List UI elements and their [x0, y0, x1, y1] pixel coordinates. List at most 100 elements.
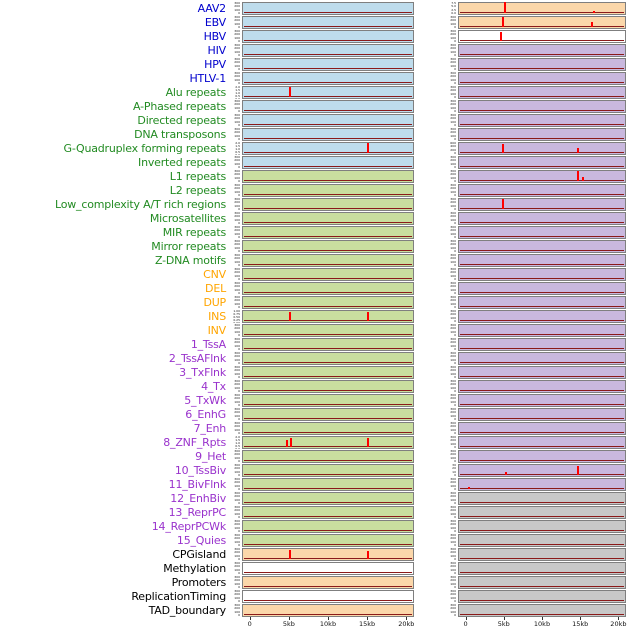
track-row: A-Phased repeats 300 200 100 0 300 200 100 0 — [0, 100, 630, 114]
track-row: CNV 300 200 100 0 300 200 100 0 — [0, 268, 630, 282]
signal-baseline — [244, 558, 412, 559]
y-axis-tick-labels: 300 200 100 0 — [450, 296, 456, 309]
track-row: Z-DNA motifs 300 200 100 0 300 200 100 0 — [0, 254, 630, 268]
signal-spike — [285, 440, 288, 447]
track-panel-right — [458, 436, 626, 449]
track-panel-right — [458, 450, 626, 463]
signal-baseline — [244, 404, 412, 405]
signal-baseline — [244, 138, 412, 139]
track-row: Mirror repeats 300 200 100 0 300 200 100 0 — [0, 240, 630, 254]
signal-spike — [577, 171, 580, 181]
track-panel-left — [242, 86, 414, 99]
track-panel-left — [242, 212, 414, 225]
track-panel-left — [242, 408, 414, 421]
signal-baseline — [244, 362, 412, 363]
signal-baseline — [244, 432, 412, 433]
track-panel-right — [458, 128, 626, 141]
signal-baseline — [244, 320, 412, 321]
track-row: 12_EnhBiv 300 200 100 0 300 200 100 0 — [0, 492, 630, 506]
signal-baseline — [460, 348, 624, 349]
y-axis-tick-labels: 300 200 100 0 — [234, 352, 240, 365]
y-axis-tick-labels: 30 20 10 0 — [452, 464, 456, 477]
x-axis-tick-label: 15kb — [359, 620, 376, 628]
track-panel-right — [458, 16, 626, 29]
track-panel-left — [242, 296, 414, 309]
track-row: Microsatellites 300 200 100 0 300 200 100 0 — [0, 212, 630, 226]
signal-spike — [590, 21, 593, 27]
signal-baseline — [244, 54, 412, 55]
signal-spike — [367, 143, 370, 153]
track-panel-left — [242, 44, 414, 57]
y-axis-tick-labels: 2.0 1.5 1.0 0.5 0.0 — [235, 142, 240, 155]
signal-baseline — [244, 194, 412, 195]
track-panel-right — [458, 310, 626, 323]
x-axis-tick-mark — [542, 617, 543, 620]
signal-baseline — [244, 68, 412, 69]
signal-baseline — [244, 292, 412, 293]
track-label: 7_Enh — [193, 422, 227, 435]
signal-baseline — [460, 236, 624, 237]
signal-baseline — [244, 180, 412, 181]
x-axis-tick-label: 10kb — [319, 620, 337, 628]
y-axis-tick-labels: 300 200 100 0 — [234, 282, 240, 295]
track-label: AAV2 — [197, 2, 227, 15]
y-axis-tick-labels: 300 200 100 0 — [450, 226, 456, 239]
track-label: INS — [208, 310, 226, 323]
signal-spike — [289, 437, 292, 447]
y-axis-tick-labels: 300 200 100 0 — [234, 114, 240, 127]
track-panel-right — [458, 282, 626, 295]
y-axis-tick-labels: 300 200 100 0 — [234, 240, 240, 253]
track-label: 12_EnhBiv — [170, 492, 226, 505]
y-axis-tick-labels: 300 200 100 0 — [450, 534, 456, 547]
signal-spike — [367, 438, 370, 447]
x-axis-tick-label: 0 — [247, 620, 252, 628]
track-panel-left — [242, 366, 414, 379]
signal-baseline — [460, 488, 624, 489]
signal-baseline — [244, 110, 412, 111]
track-panel-left — [242, 114, 414, 127]
x-axis-tick-label: 15kb — [572, 620, 589, 628]
track-label: L2 repeats — [169, 184, 226, 197]
y-axis-tick-labels: 300 200 100 0 — [234, 422, 240, 435]
track-row: 6_EnhG 300 200 100 0 300 200 100 0 — [0, 408, 630, 422]
track-panel-left — [242, 478, 414, 491]
track-row: L1 repeats 300 200 100 0 300 200 100 0 — [0, 170, 630, 184]
track-row: ReplicationTiming 300 200 100 0 300 200 100 0 — [0, 590, 630, 604]
signal-baseline — [244, 418, 412, 419]
track-row: INV 300 200 100 0 300 200 100 0 — [0, 324, 630, 338]
track-label: L1 repeats — [169, 170, 226, 183]
signal-baseline — [244, 306, 412, 307]
y-axis-tick-labels: 300 200 100 0 — [234, 590, 240, 603]
track-panel-right — [458, 478, 626, 491]
track-label: Z-DNA motifs — [154, 254, 226, 267]
y-axis-tick-labels: 300 200 100 0 — [450, 16, 456, 29]
track-label: 6_EnhG — [185, 408, 226, 421]
track-panel-right — [458, 590, 626, 603]
track-label: DUP — [203, 296, 226, 309]
y-axis-tick-labels: 300 200 100 0 — [234, 464, 240, 477]
track-panel-right — [458, 44, 626, 57]
signal-baseline — [460, 600, 624, 601]
track-label: Methylation — [163, 562, 226, 575]
x-axis-tick-label: 20kb — [398, 620, 415, 628]
track-row: INS 1.00 0.75 0.50 0.25 0.00 300 200 100 0 — [0, 310, 630, 324]
track-panel-right — [458, 58, 626, 71]
y-axis-tick-labels: 300 200 100 0 — [450, 44, 456, 57]
signal-baseline — [244, 530, 412, 531]
signal-baseline — [460, 166, 624, 167]
track-label: 2_TssAFlnk — [168, 352, 226, 365]
signal-baseline — [244, 544, 412, 545]
track-panel-left — [242, 506, 414, 519]
y-axis-tick-labels: 300 200 100 0 — [450, 436, 456, 449]
y-axis-tick-labels: 300 200 100 0 — [234, 394, 240, 407]
track-row: HBV 300 200 100 0 300 200 100 0 — [0, 30, 630, 44]
track-row: Methylation 300 200 100 0 300 200 100 0 — [0, 562, 630, 576]
signal-baseline — [460, 194, 624, 195]
signal-baseline — [460, 362, 624, 363]
track-panel-right — [458, 366, 626, 379]
track-panel-right — [458, 604, 626, 617]
y-axis-tick-labels: 300 200 100 0 — [234, 156, 240, 169]
signal-baseline — [244, 96, 412, 97]
track-row: 5_TxWk 300 200 100 0 300 200 100 0 — [0, 394, 630, 408]
